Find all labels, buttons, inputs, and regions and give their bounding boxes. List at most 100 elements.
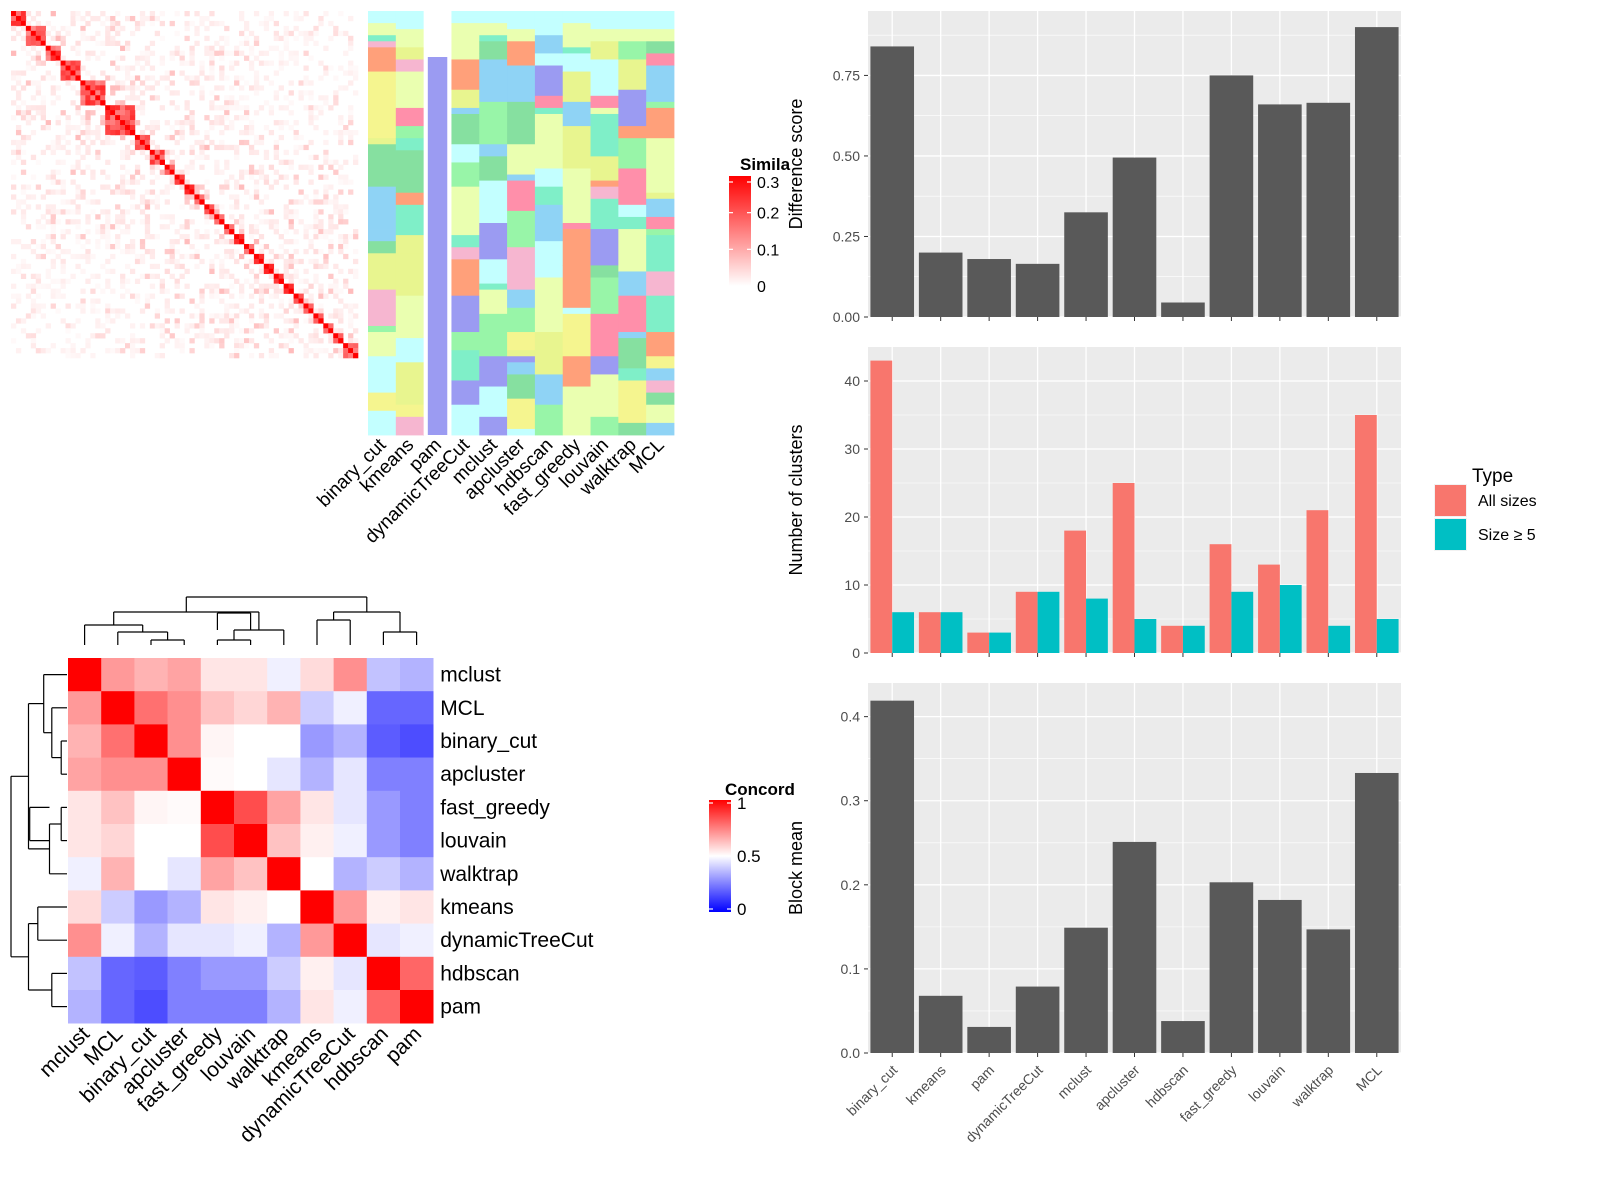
similarity-cell bbox=[85, 55, 91, 61]
similarity-cell bbox=[348, 313, 354, 319]
similarity-cell bbox=[214, 338, 220, 344]
similarity-cell bbox=[35, 20, 42, 27]
concordance-cell bbox=[200, 824, 235, 858]
similarity-cell bbox=[258, 234, 265, 240]
similarity-cell bbox=[144, 293, 151, 299]
similarity-cell bbox=[139, 348, 146, 354]
similarity-cell bbox=[115, 80, 121, 86]
similarity-cell bbox=[348, 70, 354, 76]
similarity-cell bbox=[174, 105, 180, 111]
x-tick-label: hdbscan bbox=[1142, 1062, 1191, 1111]
similarity-cell bbox=[204, 204, 210, 210]
similarity-cell bbox=[125, 278, 131, 284]
similarity-cell bbox=[209, 100, 215, 106]
similarity-cell bbox=[293, 15, 299, 22]
similarity-cell bbox=[154, 313, 161, 319]
membership-cell bbox=[479, 11, 508, 24]
similarity-cell bbox=[243, 343, 250, 349]
similarity-cell bbox=[253, 189, 260, 195]
similarity-cell bbox=[239, 105, 245, 111]
similarity-cell bbox=[85, 248, 91, 255]
similarity-cell bbox=[139, 149, 146, 156]
similarity-cell bbox=[229, 95, 235, 101]
similarity-cell bbox=[253, 343, 260, 349]
similarity-cell bbox=[70, 253, 76, 260]
similarity-cell bbox=[303, 75, 309, 81]
membership-cell bbox=[590, 113, 619, 157]
concordance-cell bbox=[234, 724, 268, 758]
membership-cell bbox=[646, 422, 675, 436]
membership-cell bbox=[534, 404, 564, 436]
similarity-cell bbox=[343, 209, 349, 215]
similarity-cell bbox=[293, 258, 299, 265]
similarity-cell bbox=[20, 214, 27, 220]
membership-cell bbox=[451, 144, 480, 163]
similarity-cell bbox=[154, 174, 161, 180]
similarity-cell bbox=[100, 40, 106, 46]
similarity-cell bbox=[125, 40, 131, 46]
similarity-cell bbox=[234, 154, 240, 161]
bar bbox=[1258, 899, 1302, 1053]
similarity-cell bbox=[229, 293, 235, 299]
similarity-cell bbox=[65, 219, 71, 225]
similarity-cell bbox=[303, 278, 309, 284]
similarity-cell bbox=[348, 303, 354, 309]
similarity-cell bbox=[273, 169, 279, 175]
similarity-cell bbox=[149, 149, 156, 156]
similarity-cell bbox=[189, 45, 195, 51]
similarity-cell bbox=[85, 343, 91, 349]
similarity-cell bbox=[258, 50, 265, 56]
membership-cell bbox=[479, 259, 508, 284]
similarity-cell bbox=[144, 214, 151, 220]
similarity-cell bbox=[95, 55, 101, 61]
similarity-cell bbox=[288, 199, 294, 205]
similarity-cell bbox=[224, 273, 230, 279]
similarity-cell bbox=[234, 248, 240, 255]
similarity-cell bbox=[179, 174, 185, 180]
similarity-cell bbox=[100, 115, 106, 121]
similarity-cell bbox=[154, 159, 161, 165]
similarity-cell bbox=[234, 149, 240, 156]
similarity-cell bbox=[15, 268, 22, 275]
similarity-cell bbox=[273, 20, 279, 27]
similarity-cell bbox=[318, 20, 324, 27]
concordance-cell bbox=[366, 658, 401, 692]
similarity-cell bbox=[258, 20, 265, 27]
similarity-cell bbox=[115, 85, 121, 91]
similarity-cell bbox=[303, 30, 309, 37]
similarity-cell bbox=[60, 209, 66, 215]
similarity-cell bbox=[194, 204, 200, 210]
concordance-cell bbox=[234, 658, 268, 692]
similarity-cell bbox=[85, 95, 91, 101]
membership-cell bbox=[368, 186, 397, 230]
similarity-cell bbox=[100, 20, 106, 27]
similarity-cell bbox=[50, 45, 56, 51]
similarity-cell bbox=[50, 209, 56, 215]
similarity-cell bbox=[199, 149, 205, 156]
y-tick-label: 0.00 bbox=[833, 309, 860, 325]
similarity-cell bbox=[288, 253, 294, 260]
similarity-cell bbox=[169, 55, 175, 61]
similarity-cell bbox=[239, 85, 245, 91]
similarity-cell bbox=[239, 239, 245, 245]
similarity-cell bbox=[229, 229, 235, 235]
concordance-cell bbox=[267, 724, 301, 758]
x-tick-label: pam bbox=[967, 1062, 998, 1093]
similarity-cell bbox=[15, 239, 22, 245]
similarity-cell bbox=[189, 50, 195, 56]
similarity-cell bbox=[298, 164, 304, 170]
concordance-cell bbox=[234, 890, 268, 924]
concordance-cell bbox=[167, 824, 202, 858]
similarity-cell bbox=[258, 268, 265, 275]
membership-cell bbox=[368, 95, 397, 139]
similarity-cell bbox=[353, 248, 359, 255]
similarity-cell bbox=[129, 248, 136, 255]
similarity-cell bbox=[253, 110, 260, 116]
similarity-cell bbox=[194, 189, 200, 195]
similarity-cell bbox=[338, 204, 344, 210]
membership-cell bbox=[618, 229, 647, 272]
similarity-cell bbox=[278, 134, 284, 141]
similarity-cell bbox=[268, 303, 275, 309]
similarity-cell bbox=[283, 120, 289, 126]
similarity-cell bbox=[50, 204, 56, 210]
